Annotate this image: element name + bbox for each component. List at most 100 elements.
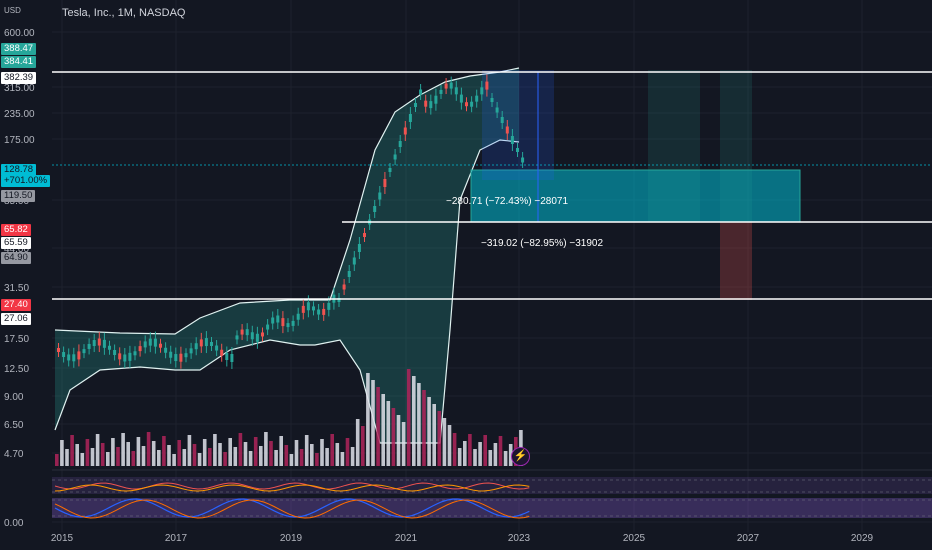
candle-body <box>87 343 91 349</box>
horizontal-lines <box>52 71 932 300</box>
price-tick-label: 12.50 <box>4 364 29 375</box>
volume-bar <box>493 443 498 466</box>
volume-bar <box>192 444 197 466</box>
volume-bar <box>70 435 74 466</box>
price-tick-label: 175.00 <box>4 135 35 146</box>
price-tag: 388.47 <box>1 43 37 55</box>
volume-bar <box>320 439 324 466</box>
rsi-signal-line <box>54 484 530 492</box>
volume-bar <box>223 452 227 466</box>
volume-bar <box>294 440 299 466</box>
volume-bar <box>473 449 477 466</box>
candle-body <box>240 329 244 335</box>
candle-body <box>342 284 346 290</box>
candle-body <box>67 354 71 361</box>
candle-body <box>383 179 387 187</box>
volume-bar <box>253 437 258 466</box>
profit-zone <box>720 70 752 222</box>
bollinger-fill <box>54 67 520 444</box>
candle-body <box>373 206 377 212</box>
candle-body <box>179 353 183 362</box>
candle-body <box>296 313 300 320</box>
candle-body <box>337 298 341 302</box>
candle-body <box>123 354 127 362</box>
measurement-label-1[interactable]: −280.71 (−72.43%) −28071 <box>446 196 569 207</box>
volume-bar <box>381 394 385 466</box>
volume-bar <box>406 369 411 466</box>
volume-bar <box>259 446 263 466</box>
volume-bar <box>304 435 309 466</box>
candle-body <box>159 343 162 348</box>
price-tick-label: 31.50 <box>4 283 29 294</box>
volume-bar <box>187 435 192 466</box>
candle-body <box>327 302 331 310</box>
time-tick-label: 2023 <box>508 533 531 544</box>
volume-bar <box>412 376 416 466</box>
candle-body <box>281 318 285 327</box>
price-tag: 27.40 <box>1 299 31 311</box>
price-axis: 600.00315.00235.00175.0085.0044.0031.501… <box>4 28 35 529</box>
candle-body <box>419 89 423 95</box>
candle-body <box>424 100 428 107</box>
candle-body <box>505 126 509 134</box>
candle-body <box>97 338 101 346</box>
price-tag: 65.82 <box>1 224 31 236</box>
candle-body <box>266 324 270 330</box>
candle-body <box>444 83 448 89</box>
rsi-line <box>54 482 530 490</box>
candle-body <box>113 349 117 355</box>
volume-bar <box>126 442 130 466</box>
candle-body <box>128 352 132 361</box>
volume-bar <box>213 434 217 466</box>
volume-bar <box>157 450 161 466</box>
candle-body <box>220 349 224 356</box>
volume-bar <box>447 425 452 466</box>
candle-body <box>138 346 142 352</box>
volume-bar <box>310 444 314 466</box>
volume-bar <box>350 447 355 466</box>
volume-bar <box>182 449 187 466</box>
candle-body <box>189 348 193 354</box>
candle-body <box>454 87 458 95</box>
volume-bar <box>65 449 69 466</box>
volume-bar <box>345 438 350 466</box>
volume-bar <box>90 448 95 466</box>
stoch-k-line <box>54 498 530 518</box>
lightning-icon[interactable]: ⚡ <box>511 447 530 466</box>
stoch-band <box>52 498 932 518</box>
volume-bar <box>325 448 329 466</box>
candle-body <box>306 302 310 311</box>
profit-zone <box>648 70 700 222</box>
candle-body <box>174 354 178 362</box>
candle-body <box>255 333 259 342</box>
volume-bar <box>366 373 370 466</box>
time-axis: 2015 2017 2019 2021 2023 2025 2027 2029 <box>51 533 874 544</box>
measurement-label-2[interactable]: −319.02 (−82.95%) −31902 <box>481 238 604 249</box>
candle-body <box>164 347 168 353</box>
volume-bar <box>463 441 467 466</box>
candle-body <box>363 233 366 237</box>
candle-body <box>143 341 147 348</box>
candle-body <box>276 315 280 323</box>
volume-bar <box>437 411 442 466</box>
volume-bar <box>60 440 64 466</box>
candle-body <box>210 341 213 346</box>
candle-body <box>516 148 519 152</box>
target-zone <box>470 169 801 223</box>
volume-bar <box>396 415 401 466</box>
candle-body <box>393 154 397 160</box>
candle-body <box>148 338 152 346</box>
price-tick-label: 315.00 <box>4 83 35 94</box>
time-tick-label: 2029 <box>851 533 874 544</box>
candle-body <box>169 351 173 358</box>
candle-body <box>388 168 392 172</box>
volume-bar <box>100 443 105 466</box>
volume-bar <box>264 432 268 466</box>
volume-bar <box>376 387 380 466</box>
candle-body <box>439 89 443 94</box>
time-tick-label: 2025 <box>623 533 646 544</box>
candle-body <box>475 95 479 102</box>
candle-body <box>271 317 275 324</box>
time-tick-label: 2027 <box>737 533 760 544</box>
